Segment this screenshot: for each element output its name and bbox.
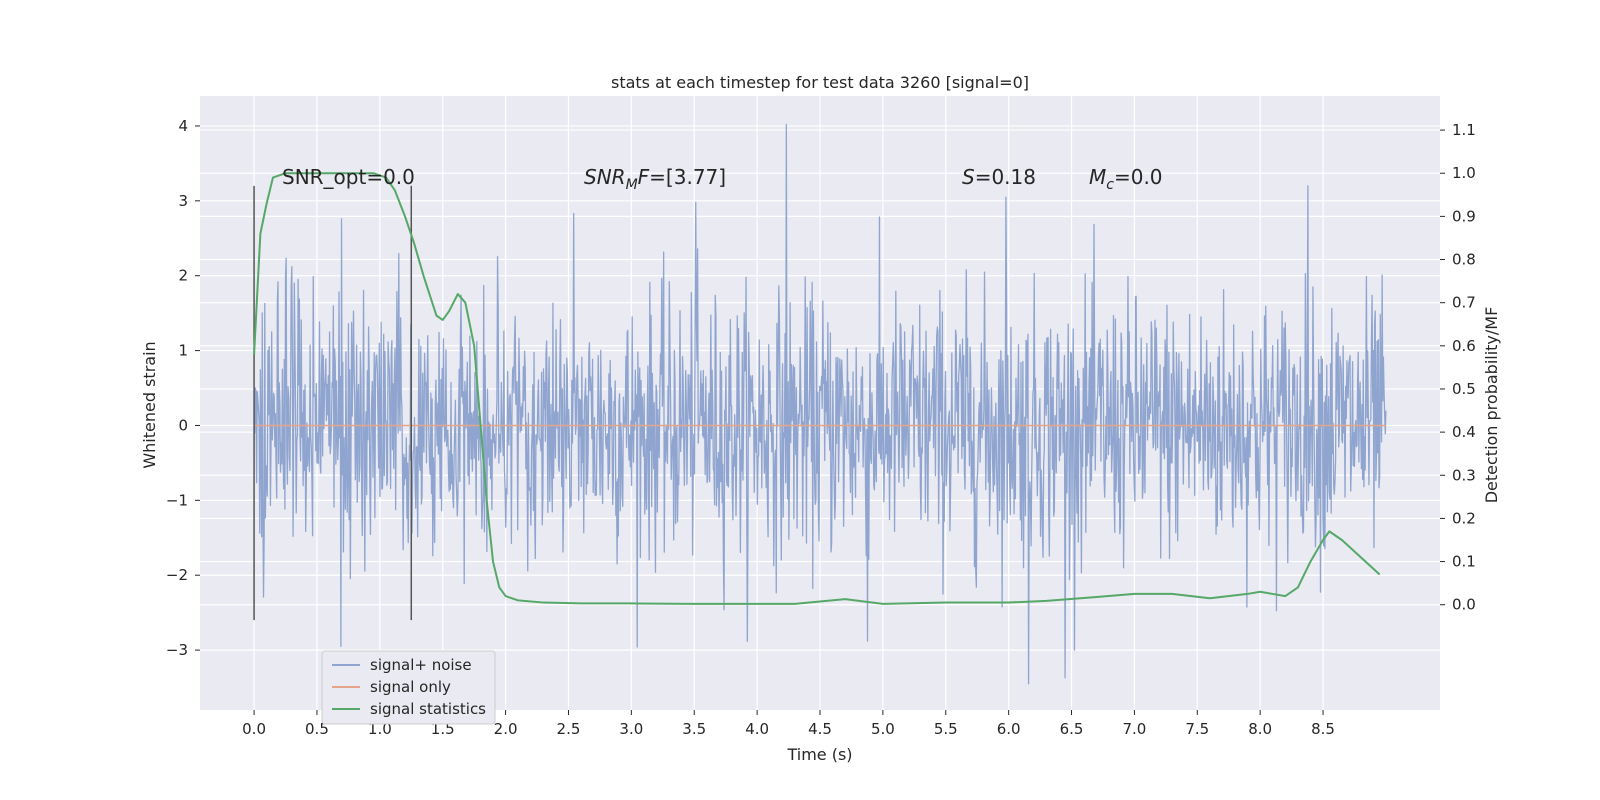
x-tick-label: 6.0 <box>997 720 1021 738</box>
annotation-snr-mf: SNRMF=[3.77] <box>584 165 726 193</box>
y2-tick-label: 0.6 <box>1452 337 1476 355</box>
y-tick-label: −1 <box>166 491 188 509</box>
y2-tick-label: 0.2 <box>1452 509 1476 527</box>
y-tick-label: −3 <box>166 641 188 659</box>
x-tick-label: 5.5 <box>934 720 958 738</box>
annotation-mc: Mc=0.0 <box>1089 165 1163 193</box>
signal-noise-line <box>253 123 1387 685</box>
x-tick-label: 4.0 <box>745 720 769 738</box>
x-tick-label: 0.0 <box>242 720 266 738</box>
y2-tick-label: 0.1 <box>1452 553 1476 571</box>
x-tick-label: 7.0 <box>1122 720 1146 738</box>
signal-noise-series <box>253 123 1387 685</box>
y-axis-label: Whitened strain <box>140 341 159 468</box>
annotation-snr-opt: SNR_opt=0.0 <box>282 165 415 189</box>
y2-axis-label: Detection probability/MF <box>1482 307 1501 504</box>
y-tick-label: 3 <box>178 192 188 210</box>
x-tick-label: 4.5 <box>808 720 832 738</box>
y2-tick-label: 0.8 <box>1452 251 1476 269</box>
x-tick-label: 2.5 <box>557 720 581 738</box>
signal-statistics-line <box>253 172 1381 605</box>
y-tick-label: 1 <box>178 342 188 360</box>
signal-statistics-series <box>253 172 1381 605</box>
x-tick-label: 7.5 <box>1185 720 1209 738</box>
x-tick-label: 3.5 <box>682 720 706 738</box>
y2-tick-label: 0.3 <box>1452 466 1476 484</box>
y-tick-label: 2 <box>178 267 188 285</box>
y2-tick-labels: 0.0 0.1 0.2 0.3 0.4 0.5 0.6 0.7 0.8 0.9 1.0 1.1 <box>1440 121 1476 614</box>
y2-tick-label: 0.7 <box>1452 294 1476 312</box>
x-tick-label: 5.0 <box>871 720 895 738</box>
y-tick-label: 4 <box>178 117 188 135</box>
annotation-s: S=0.18 <box>962 165 1036 189</box>
y2-tick-label: 1.1 <box>1452 121 1476 139</box>
legend-label-signal-only: signal only <box>370 678 451 696</box>
y-tick-label: −2 <box>166 566 188 584</box>
x-tick-label: 2.0 <box>494 720 518 738</box>
y2-tick-label: 0.9 <box>1452 207 1476 225</box>
legend: signal+ noise signal only signal statist… <box>321 650 496 725</box>
y2-tick-label: 0.0 <box>1452 596 1476 614</box>
x-tick-label: 6.5 <box>1060 720 1084 738</box>
x-axis-label: Time (s) <box>786 745 852 764</box>
x-tick-label: 8.5 <box>1311 720 1335 738</box>
legend-box <box>321 650 496 725</box>
legend-label-signal-noise: signal+ noise <box>370 656 472 674</box>
y2-tick-label: 0.4 <box>1452 423 1476 441</box>
y-tick-labels: −3 −2 −1 0 1 2 3 4 <box>166 117 200 659</box>
legend-label-signal-statistics: signal statistics <box>370 700 486 718</box>
chart-title: stats at each timestep for test data 326… <box>611 73 1029 92</box>
y2-tick-label: 1.0 <box>1452 164 1476 182</box>
y2-tick-label: 0.5 <box>1452 380 1476 398</box>
x-tick-label: 3.0 <box>619 720 643 738</box>
x-tick-label: 0.5 <box>305 720 329 738</box>
y-tick-label: 0 <box>178 416 188 434</box>
vertical-markers <box>253 185 413 621</box>
x-tick-label: 8.0 <box>1248 720 1272 738</box>
